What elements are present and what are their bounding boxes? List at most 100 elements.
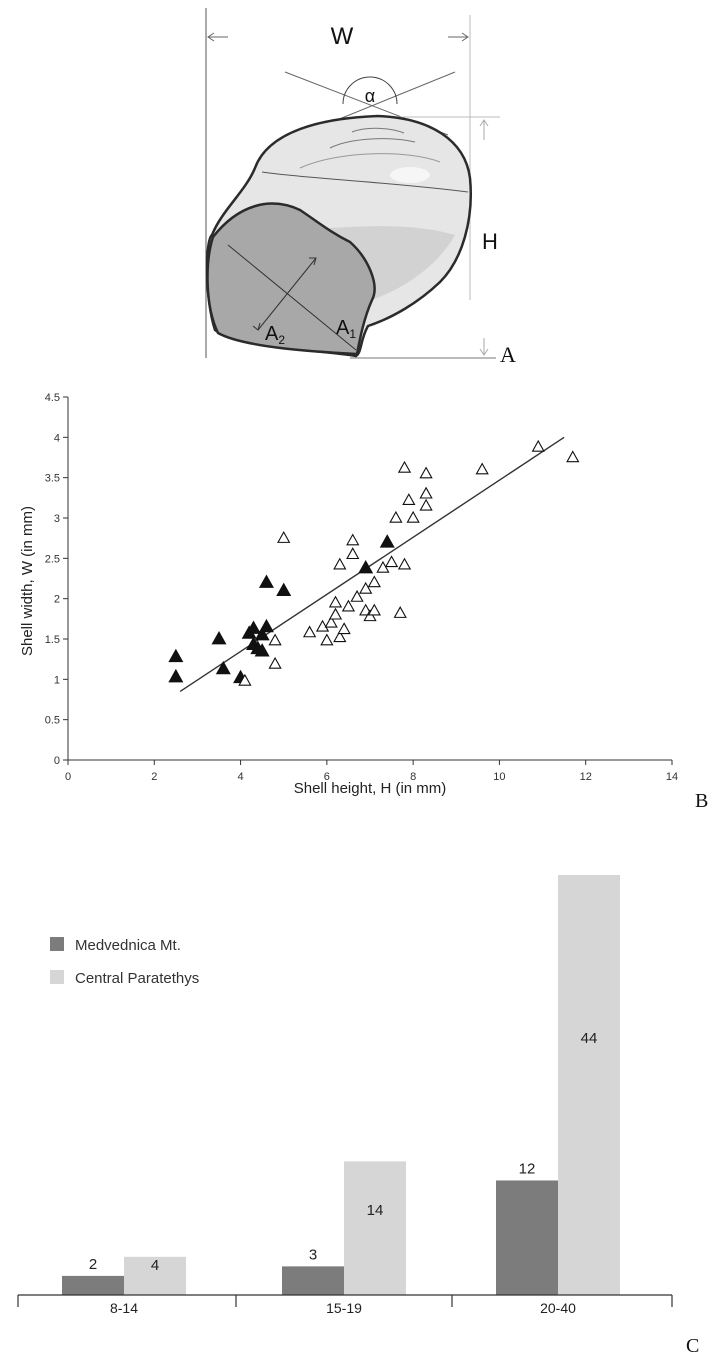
bar-value-label: 14 (367, 1202, 384, 1219)
a2-label: A2 (265, 323, 285, 347)
scatter-x-tick-label: 8 (410, 771, 416, 783)
legend-swatch-medvednica (50, 937, 64, 951)
a2-measure-line (257, 257, 317, 331)
width-label: W (331, 23, 354, 50)
scatter-axes (67, 397, 672, 761)
scatter-point-open (328, 595, 343, 608)
bar-axis: 8-14 15-19 20-40 (17, 1294, 673, 1316)
bar-legend: Medvednica Mt. Central Paratethys (50, 937, 199, 987)
scatter-point-filled (379, 534, 395, 548)
scatter-point-filled (168, 648, 184, 663)
scatter-x-tick-label: 14 (666, 771, 678, 783)
scatter-y-tick-label: 4.5 (45, 392, 60, 404)
a1-measure-line (227, 244, 357, 351)
scatter-point-open (566, 450, 580, 463)
angle-arc (342, 76, 398, 105)
bar-central-paratethys (124, 1256, 186, 1295)
scatter-point-open (406, 510, 420, 523)
legend-swatch-central-paratethys (50, 970, 64, 984)
bar-medvednica (282, 1266, 344, 1295)
scatter-x-tick-label: 0 (65, 771, 71, 783)
scatter-point-open (367, 603, 381, 616)
bar-category-label: 8-14 (110, 1300, 138, 1316)
scatter-x-tick-label: 10 (493, 771, 505, 783)
scatter-point-open (359, 581, 373, 594)
scatter-point-open (324, 615, 338, 628)
growth-line-1 (329, 138, 416, 149)
bar-chart: Medvednica Mt. Central Paratethys 2 4 3 14 1… (17, 875, 699, 1357)
scatter-point-open (346, 547, 360, 560)
scatter-y-tick-label: 3 (54, 513, 60, 525)
scatter-point-open (384, 555, 399, 568)
scatter-y-tick-label: 4 (54, 432, 60, 444)
scatter-point-open (367, 575, 381, 588)
bar-category-label: 20-40 (540, 1300, 576, 1316)
scatter-point-open (302, 625, 317, 638)
scatter-point-filled (215, 660, 231, 675)
scatter-point-filled (211, 630, 227, 645)
scatter-point-open (389, 510, 403, 523)
scatter-point-open (419, 498, 433, 511)
scatter-point-filled (258, 574, 274, 588)
scatter-y-tick-label: 0 (54, 755, 60, 767)
whorl-suture (261, 171, 469, 193)
scatter-y-tick-label: 1.5 (45, 634, 60, 646)
growth-line-2 (351, 127, 405, 134)
scatter-point-open (328, 607, 343, 620)
scatter-point-open (315, 619, 330, 632)
scatter-x-tick-label: 2 (151, 771, 157, 783)
bar-medvednica (62, 1275, 124, 1295)
scatter-point-open (475, 462, 489, 475)
scatter-point-filled (258, 618, 274, 633)
scatter-x-axis-label: Shell height, H (in mm) (294, 780, 447, 797)
bar-category-label: 15-19 (326, 1300, 362, 1316)
scatter-point-open (419, 486, 433, 499)
panel-letter-b: B (695, 790, 708, 812)
bar-central-paratethys (558, 875, 620, 1295)
scatter-y-axis-label: Shell width, W (in mm) (19, 506, 36, 656)
scatter-trendline (179, 436, 565, 693)
bar-marks: 2 4 3 14 12 44 (62, 875, 620, 1295)
scatter-point-filled (254, 626, 270, 641)
bar-medvednica (496, 1180, 558, 1295)
scatter-point-filled (246, 620, 262, 634)
scatter-point-open (419, 466, 433, 479)
scatter-point-open (397, 460, 412, 473)
bar-value-label: 12 (519, 1160, 536, 1177)
scatter-x-tick-label: 6 (324, 771, 330, 783)
scatter-point-filled (358, 559, 374, 574)
scatter-point-open (402, 493, 416, 506)
growth-line-3 (299, 153, 441, 169)
panel-letter-c: C (686, 1335, 699, 1357)
scatter-x-tick-label: 4 (238, 771, 244, 783)
shell-diagram-panel: W α H A2 A1 A (0, 0, 712, 370)
legend-label-medvednica: Medvednica Mt. (75, 937, 181, 954)
angle-label: α (365, 86, 375, 106)
scatter-points (168, 439, 580, 686)
scatter-point-open (350, 589, 364, 602)
scatter-y-tick-label: 3.5 (45, 473, 60, 485)
height-label: H (482, 229, 498, 254)
bar-value-label: 3 (309, 1246, 317, 1263)
scatter-point-open (268, 656, 282, 669)
scatter-x-tick-label: 12 (580, 771, 592, 783)
scatter-panel: 0 2 4 6 8 10 12 14 0 0.5 1 1.5 2 2.5 3 3.5 4 4.5 Shell he… (0, 375, 712, 815)
scatter-point-open (277, 531, 291, 543)
shell-highlight (390, 167, 430, 183)
scatter-point-open (268, 633, 282, 646)
scatter-point-filled (254, 643, 270, 657)
bar-value-label: 2 (89, 1256, 97, 1273)
scatter-y-tick-label: 2 (54, 594, 60, 606)
scatter-point-open (341, 599, 356, 612)
scatter-point-open (531, 439, 545, 452)
scatter-y-tick-label: 0.5 (45, 715, 60, 727)
scatter-point-open (320, 633, 334, 646)
scatter-chart: 0 2 4 6 8 10 12 14 0 0.5 1 1.5 2 2.5 3 3.5 4 4.5 Shell he… (19, 392, 708, 812)
scatter-point-open (397, 557, 412, 570)
scatter-point-open (333, 630, 347, 643)
scatter-trendline-group (179, 436, 565, 693)
scatter-point-open (333, 557, 347, 570)
scatter-ticks: 0 2 4 6 8 10 12 14 0 0.5 1 1.5 2 2.5 3 3.5 4 4.5 (45, 392, 678, 783)
scatter-point-open (238, 673, 252, 686)
legend-label-central-paratethys: Central Paratethys (75, 970, 199, 987)
